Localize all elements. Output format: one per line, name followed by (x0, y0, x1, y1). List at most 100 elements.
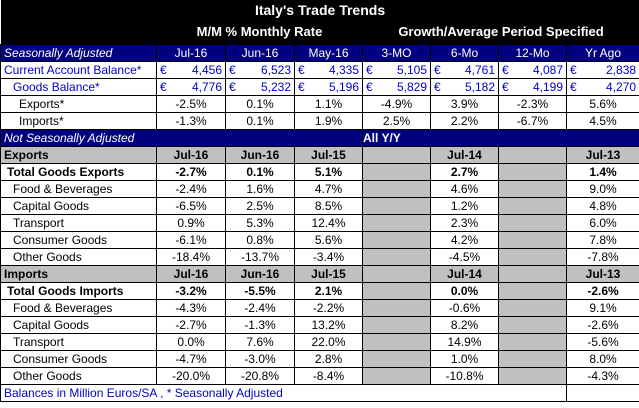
value-cell: 0.1% (225, 111, 295, 130)
balance-value: 5,105 (396, 62, 427, 77)
value-cell: -20.0% (156, 366, 226, 385)
value-cell: 0.8% (225, 230, 295, 249)
row-label: Consumer Goods (0, 230, 157, 249)
value-cell: €5,232 (225, 77, 295, 96)
value-cell: 0.0% (156, 332, 226, 351)
value-cell: 7.6% (225, 332, 295, 351)
sa-row: Exports* -2.5% 0.1% 1.1% -4.9% 3.9% -2.3% 5.6% (0, 94, 639, 113)
value-cell: €4,335 (294, 60, 363, 79)
row-label: Other Goods (0, 366, 157, 385)
value-cell: €5,829 (362, 77, 431, 96)
value-cell: 4.8% (565, 196, 639, 215)
group-header-row: M/M % Monthly Rate Growth/Average Period… (0, 20, 639, 44)
currency-symbol: € (570, 79, 577, 94)
blank-cell (498, 196, 567, 215)
balance-value: 6,523 (260, 62, 291, 77)
value-cell: -1.3% (156, 111, 226, 130)
value-cell: 2.5% (225, 196, 295, 215)
value-cell: 4.6% (430, 179, 499, 198)
value-cell: 6.0% (565, 213, 639, 232)
blank-cell (362, 247, 431, 266)
value-cell: -10.8% (430, 366, 499, 385)
blank-cell (498, 264, 567, 283)
blank-cell (498, 332, 567, 351)
col-header: Jul-14 (430, 264, 499, 283)
col-header: Jun-16 (225, 264, 295, 283)
blank-cell (362, 349, 431, 368)
value-cell: 3.9% (430, 94, 499, 113)
value-cell: 4.5% (565, 111, 639, 130)
imports-row: Food & Beverages -4.3% -2.4% -2.2% -0.6% 9.1% (0, 298, 639, 317)
value-cell: €4,270 (565, 77, 639, 96)
value-cell: 8.0% (565, 349, 639, 368)
col-header: 12-Mo (498, 43, 567, 62)
value-cell: 8.5% (294, 196, 363, 215)
imports-row: Transport 0.0% 7.6% 22.0% 14.9% -5.6% (0, 332, 639, 351)
imports-header-row: Imports Jul-16 Jun-16 Jul-15 Jul-14 Jul-13 (0, 264, 639, 283)
balance-value: 5,196 (328, 79, 359, 94)
row-label: Capital Goods (0, 315, 157, 334)
exports-row: Other Goods -18.4% -13.7% -3.4% -4.5% -7.8% (0, 247, 639, 266)
currency-symbol: € (160, 62, 167, 77)
value-cell: -3.0% (225, 349, 295, 368)
footer-row: Balances in Million Euros/SA , * Seasona… (0, 383, 639, 402)
row-label: Goods Balance* (0, 77, 157, 96)
value-cell: €5,182 (430, 77, 499, 96)
value-cell: 1.0% (430, 349, 499, 368)
col-header: Jun-16 (225, 43, 295, 62)
value-cell: €4,199 (498, 77, 567, 96)
exports-total-row: Total Goods Exports -2.7% 0.1% 5.1% 2.7% 1.4% (0, 162, 639, 181)
blank-cell (498, 213, 567, 232)
value-cell: -3.2% (156, 281, 226, 300)
value-cell: -2.7% (156, 162, 226, 181)
value-cell: 9.1% (565, 298, 639, 317)
value-cell: -13.7% (225, 247, 295, 266)
value-cell: 5.1% (294, 162, 363, 181)
currency-symbol: € (229, 79, 236, 94)
currency-symbol: € (366, 79, 373, 94)
value-cell: -2.4% (225, 298, 295, 317)
blank-cell (362, 298, 431, 317)
value-cell: 2.3% (430, 213, 499, 232)
blank-cell (565, 383, 639, 402)
nsa-center-label: All Y/Y (361, 128, 639, 147)
value-cell: 0.9% (156, 213, 226, 232)
value-cell: -2.4% (156, 179, 226, 198)
value-cell: -0.6% (430, 298, 499, 317)
balance-value: 4,776 (191, 79, 222, 94)
blank-cell (362, 145, 431, 164)
value-cell: €4,087 (498, 60, 567, 79)
col-header: 6-Mo (430, 43, 499, 62)
blank-cell (362, 179, 431, 198)
footer-note: Balances in Million Euros/SA , * Seasona… (0, 383, 567, 402)
row-label: Consumer Goods (0, 349, 157, 368)
row-label: Other Goods (0, 247, 157, 266)
value-cell: -2.2% (294, 298, 363, 317)
value-cell: 1.4% (565, 162, 639, 181)
value-cell: 9.0% (565, 179, 639, 198)
col-header: Jul-13 (565, 145, 639, 164)
imports-row: Consumer Goods -4.7% -3.0% 2.8% 1.0% 8.0% (0, 349, 639, 368)
value-cell: -5.5% (225, 281, 295, 300)
blank-cell (498, 298, 567, 317)
exports-row: Food & Beverages -2.4% 1.6% 4.7% 4.6% 9.0% (0, 179, 639, 198)
row-label: Food & Beverages (0, 298, 157, 317)
currency-symbol: € (160, 79, 167, 94)
blank-cell (362, 281, 431, 300)
title-row: Italy's Trade Trends (0, 0, 639, 20)
row-label: Total Goods Imports (0, 281, 157, 300)
value-cell: 8.2% (430, 315, 499, 334)
balance-value: 4,456 (191, 62, 222, 77)
blank-cell (498, 366, 567, 385)
value-cell: 0.0% (430, 281, 499, 300)
value-cell: 5.6% (565, 94, 639, 113)
sa-row: Goods Balance* €4,776 €5,232 €5,196 €5,829 €5… (0, 77, 639, 96)
value-cell: €2,838 (565, 60, 639, 79)
currency-symbol: € (366, 62, 373, 77)
blank-cell (498, 281, 567, 300)
value-cell: 12.4% (294, 213, 363, 232)
blank-cell (362, 332, 431, 351)
currency-symbol: € (570, 62, 577, 77)
blank-cell (498, 162, 567, 181)
